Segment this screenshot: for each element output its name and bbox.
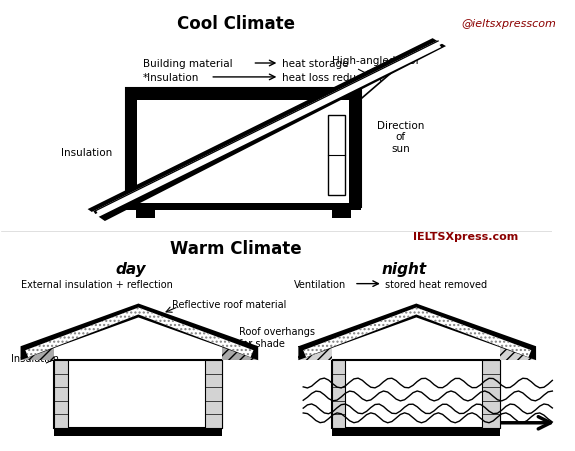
- Text: *Insulation: *Insulation: [143, 73, 200, 83]
- Text: stored heat removed: stored heat removed: [385, 279, 487, 289]
- Text: heat storage: heat storage: [282, 59, 348, 69]
- Polygon shape: [298, 304, 536, 360]
- Text: @ieltsxpresscom: @ieltsxpresscom: [461, 19, 556, 29]
- Text: Window: Window: [183, 413, 222, 423]
- Text: Window: Window: [317, 178, 359, 188]
- Bar: [54, 428, 222, 436]
- Text: High-angled roof: High-angled roof: [332, 56, 419, 66]
- Text: Building material: Building material: [143, 59, 233, 69]
- Bar: [126, 89, 137, 207]
- Text: Thermal
building
material: Thermal building material: [239, 122, 283, 156]
- Bar: [332, 211, 351, 219]
- Bar: [126, 89, 361, 101]
- Polygon shape: [21, 346, 54, 360]
- Bar: [126, 89, 361, 207]
- Text: night: night: [381, 261, 427, 276]
- Text: IELTSXpress.com: IELTSXpress.com: [413, 231, 519, 241]
- Text: Windows closed
and covered: Windows closed and covered: [67, 386, 144, 408]
- Bar: [332, 360, 500, 428]
- Bar: [136, 211, 155, 219]
- Bar: [54, 360, 67, 428]
- Polygon shape: [222, 346, 258, 360]
- Bar: [126, 89, 361, 207]
- Polygon shape: [87, 39, 446, 221]
- Polygon shape: [25, 308, 254, 357]
- Polygon shape: [93, 41, 440, 215]
- Text: Warm Climate: Warm Climate: [170, 239, 302, 258]
- Bar: [137, 101, 349, 201]
- Bar: [137, 101, 349, 204]
- Text: Insulation: Insulation: [11, 354, 59, 364]
- Polygon shape: [298, 346, 332, 360]
- Text: Roof overhangs
for shade: Roof overhangs for shade: [239, 327, 315, 348]
- Polygon shape: [96, 41, 443, 215]
- Text: Insulation: Insulation: [61, 148, 112, 158]
- Text: Ventilation: Ventilation: [294, 279, 346, 289]
- Polygon shape: [500, 346, 536, 360]
- Text: Reflective roof material: Reflective roof material: [172, 299, 286, 309]
- Text: Cool Climate: Cool Climate: [177, 15, 295, 33]
- Bar: [332, 428, 500, 436]
- Polygon shape: [303, 308, 531, 357]
- Text: day: day: [116, 261, 146, 276]
- Polygon shape: [21, 304, 258, 360]
- Bar: [328, 115, 346, 196]
- Bar: [482, 360, 500, 428]
- Text: External insulation + reflection: External insulation + reflection: [21, 279, 172, 289]
- Text: Windows open: Windows open: [346, 413, 417, 423]
- Text: heat loss reduction: heat loss reduction: [282, 73, 382, 83]
- Polygon shape: [91, 42, 441, 219]
- Bar: [126, 204, 361, 211]
- Bar: [332, 360, 346, 428]
- Text: Direction
of
sun: Direction of sun: [377, 120, 424, 153]
- Bar: [349, 89, 361, 207]
- Bar: [205, 360, 222, 428]
- Bar: [54, 360, 222, 428]
